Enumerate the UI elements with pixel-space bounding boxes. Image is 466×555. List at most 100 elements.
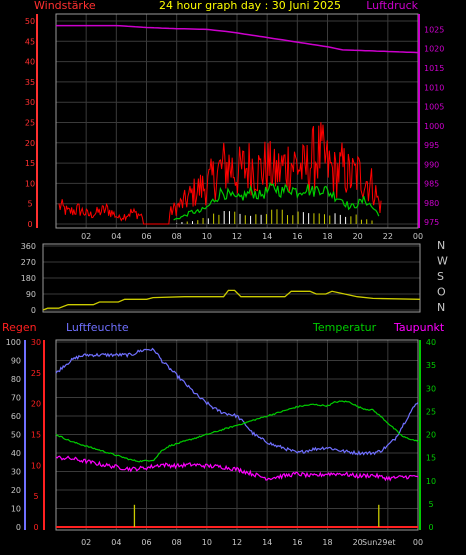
compass-label: W xyxy=(437,255,448,268)
temperature-y-tick: 25 xyxy=(426,407,436,416)
temperature-y-ticks: 0 5 10 15 20 25 30 35 40 xyxy=(426,338,436,532)
temperature-series xyxy=(55,400,419,463)
rain-y-ticks: 0 5 10 15 20 25 30 xyxy=(31,338,41,532)
temperature-y-tick: 35 xyxy=(426,361,436,370)
direction-y-tick: 270 xyxy=(21,258,36,267)
temp-x-ticks: 02 04 06 08 10 12 14 16 18 20 00 Sun29et xyxy=(81,538,423,547)
wind-y-ticks: 0 5 10 15 20 25 30 35 40 45 50 xyxy=(25,17,35,229)
wind-y-tick: 30 xyxy=(25,98,35,107)
pressure-y-tick: 1025 xyxy=(424,25,444,34)
humidity-y-tick: 90 xyxy=(11,357,21,366)
wind-y-tick: 45 xyxy=(25,37,35,46)
dewpoint-series xyxy=(55,455,419,482)
temp-x-tick: 00 xyxy=(413,538,423,547)
pressure-y-tick: 1015 xyxy=(424,64,444,73)
wind-y-tick: 50 xyxy=(25,17,35,26)
pressure-y-ticks: 975 980 985 990 995 1000 1005 1010 1015 1020 1025 xyxy=(424,25,444,227)
wind-x-tick: 16 xyxy=(292,232,302,241)
humidity-y-tick: 10 xyxy=(11,505,21,514)
humidity-series xyxy=(55,347,419,456)
wind-x-tick: 00 xyxy=(413,232,423,241)
wind-x-tick: 10 xyxy=(202,232,212,241)
wind-series xyxy=(56,24,419,225)
temperature-y-tick: 0 xyxy=(428,523,433,532)
wind-x-tick: 14 xyxy=(262,232,272,241)
pressure-y-tick: 990 xyxy=(424,160,439,169)
temp-x-tick: 20 xyxy=(353,538,363,547)
direction-y-tick: 360 xyxy=(21,242,36,251)
wind-x-tick: 02 xyxy=(81,232,91,241)
direction-y-tick: 0 xyxy=(31,306,36,315)
temp-x-tick: 08 xyxy=(172,538,182,547)
pressure-y-tick: 975 xyxy=(424,218,439,227)
humidity-y-tick: 60 xyxy=(11,412,21,421)
rain-axis-label: Regen xyxy=(2,321,37,334)
rain-y-tick: 20 xyxy=(31,400,41,409)
direction-y-tick: 90 xyxy=(26,290,36,299)
wind-frame xyxy=(36,13,420,229)
wind-x-tick: 18 xyxy=(322,232,332,241)
direction-frame xyxy=(42,243,421,313)
chart-title: 24 hour graph day : 30 Juni 2025 xyxy=(159,0,341,12)
direction-series xyxy=(42,289,421,311)
pressure-y-tick: 1020 xyxy=(424,45,444,54)
wind-average-series xyxy=(173,182,380,221)
temp-humidity-panel: Regen Luftfeuchte Temperatur Taupunkt 0 1… xyxy=(2,321,445,547)
pressure-y-tick: 980 xyxy=(424,199,439,208)
temp-grid xyxy=(56,340,418,530)
temp-x-tick: 10 xyxy=(202,538,212,547)
humidity-y-tick: 30 xyxy=(11,468,21,477)
temperature-y-tick: 30 xyxy=(426,384,436,393)
temp-series xyxy=(55,347,419,528)
wind-x-ticks: 02 04 06 08 10 12 14 16 18 20 22 00 xyxy=(81,232,423,241)
wind-x-tick: 04 xyxy=(111,232,121,241)
wind-y-tick: 5 xyxy=(27,200,32,209)
wind-y-tick: 10 xyxy=(25,179,35,188)
wind-y-tick: 35 xyxy=(25,78,35,87)
pressure-y-tick: 1000 xyxy=(424,122,444,131)
temperature-y-tick: 15 xyxy=(426,454,436,463)
direction-grid xyxy=(43,245,420,311)
direction-y-tick: 180 xyxy=(21,274,36,283)
sunset-tick: Sun29et xyxy=(362,538,395,547)
wind-direction-series xyxy=(42,289,421,311)
pressure-y-tick: 985 xyxy=(424,180,439,189)
rain-y-tick: 25 xyxy=(31,369,41,378)
rain-y-tick: 0 xyxy=(33,523,38,532)
wind-y-tick: 15 xyxy=(25,159,35,168)
direction-y-ticks: 0 90 180 270 360 xyxy=(21,242,36,315)
wind-y-tick: 0 xyxy=(27,220,32,229)
wind-x-tick: 20 xyxy=(353,232,363,241)
compass-label: O xyxy=(437,286,446,299)
wind-pressure-panel: 24 hour graph day : 30 Juni 2025 Windstä… xyxy=(25,0,444,241)
rain-y-tick: 15 xyxy=(31,431,41,440)
pressure-series xyxy=(56,24,419,54)
humidity-y-tick: 40 xyxy=(11,449,21,458)
temp-x-tick: 04 xyxy=(111,538,121,547)
wind-axis-label: Windstärke xyxy=(34,0,96,12)
wind-x-tick: 06 xyxy=(141,232,151,241)
temp-x-tick: 16 xyxy=(292,538,302,547)
wind-gust-series xyxy=(58,122,382,225)
temperature-axis-label: Temperatur xyxy=(312,321,377,334)
humidity-axis-label: Luftfeuchte xyxy=(66,321,129,334)
wind-x-tick: 08 xyxy=(172,232,182,241)
wind-y-tick: 40 xyxy=(25,58,35,67)
pressure-y-tick: 995 xyxy=(424,141,439,150)
temp-x-tick: 14 xyxy=(262,538,272,547)
humidity-y-tick: 20 xyxy=(11,486,21,495)
direction-border xyxy=(42,243,421,313)
rain-y-tick: 5 xyxy=(33,492,38,501)
dewpoint-axis-label: Taupunkt xyxy=(393,321,445,334)
temperature-y-tick: 5 xyxy=(428,500,433,509)
temp-x-tick: 12 xyxy=(232,538,242,547)
humidity-y-tick: 80 xyxy=(11,375,21,384)
temperature-y-tick: 20 xyxy=(426,431,436,440)
humidity-y-tick: 70 xyxy=(11,394,21,403)
temp-x-tick: 02 xyxy=(81,538,91,547)
wind-y-tick: 20 xyxy=(25,139,35,148)
temp-x-tick: 06 xyxy=(141,538,151,547)
